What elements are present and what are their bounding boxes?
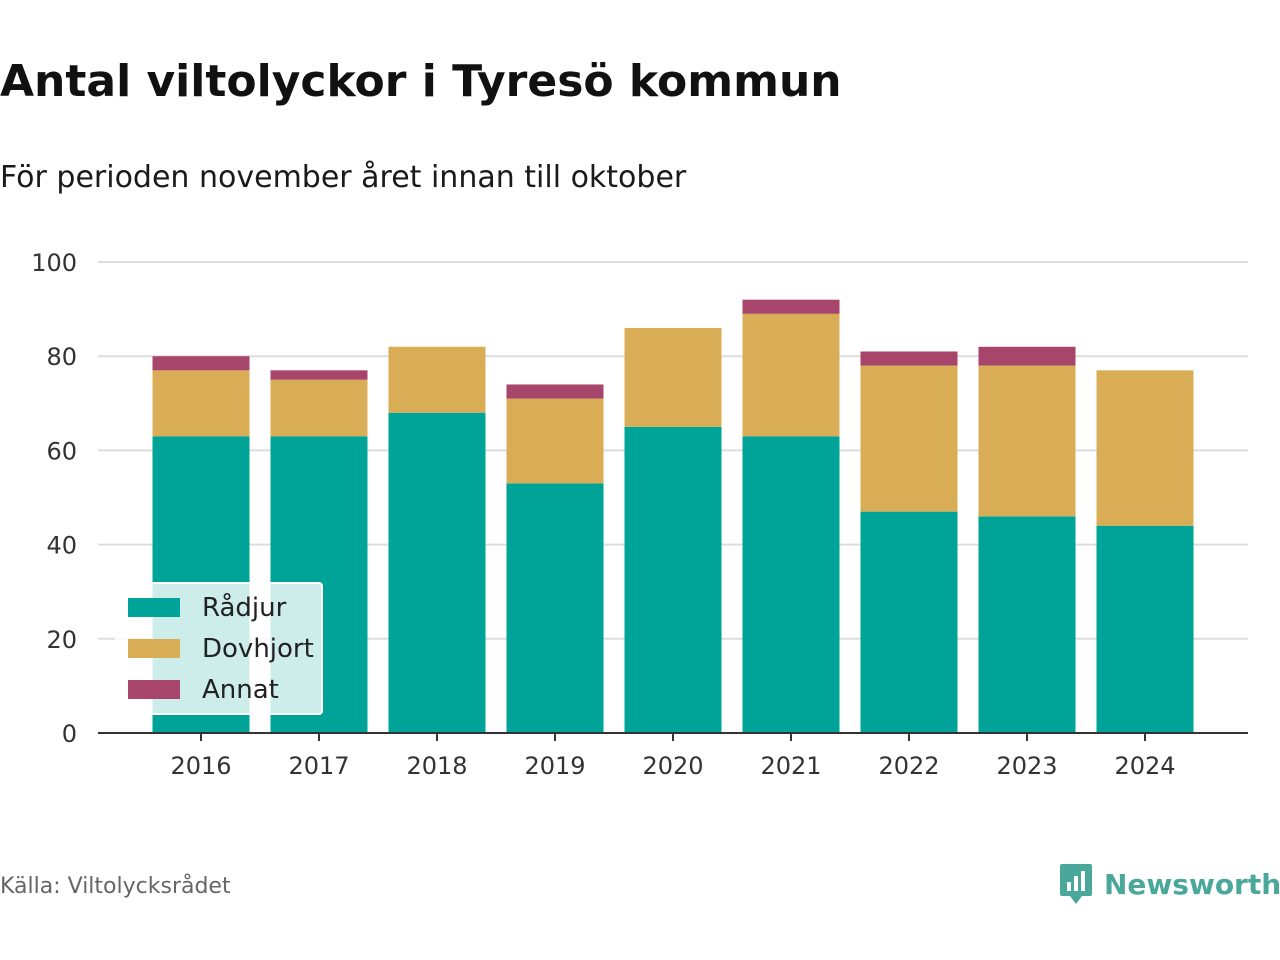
x-axis: 2016 2017 2018 2019 2020 2021 2022 2023 2024: [98, 732, 1248, 780]
bar-segment-dovhjort-2016: [152, 370, 250, 437]
x-tick-label: 2023: [996, 752, 1057, 780]
bar-segment-rådjur-2023: [978, 516, 1076, 733]
bar-segment-annat-2017: [270, 370, 368, 380]
bar-segment-dovhjort-2022: [860, 365, 958, 512]
bar-segment-annat-2021: [742, 299, 840, 314]
bar-segment-annat-2023: [978, 346, 1076, 366]
y-tick-label: 100: [31, 249, 77, 277]
brand-logo: Newsworthy: [1058, 862, 1280, 906]
bar-segment-dovhjort-2019: [506, 398, 604, 484]
y-tick-label: 60: [46, 437, 77, 465]
y-tick-label: 20: [46, 626, 77, 654]
y-tick-label: 40: [46, 532, 77, 560]
bar-segment-annat-2019: [506, 384, 604, 399]
bar-segment-rådjur-2018: [388, 412, 486, 733]
source-note: Källa: Viltolycksrådet: [0, 874, 231, 899]
bar-segment-rådjur-2019: [506, 483, 604, 733]
chart-title: Antal viltolyckor i Tyresö kommun: [0, 56, 842, 107]
brand-name: Newsworthy: [1104, 867, 1280, 901]
y-tick-label: 80: [46, 343, 77, 371]
bar-segment-dovhjort-2017: [270, 379, 368, 437]
x-tick-label: 2020: [642, 752, 703, 780]
y-tick-label: 0: [62, 720, 77, 748]
bar-segment-dovhjort-2021: [742, 313, 840, 437]
chart-subtitle: För perioden november året innan till ok…: [0, 160, 687, 195]
x-tick-label: 2019: [524, 752, 585, 780]
legend-swatch-dovhjort: [128, 639, 180, 658]
x-tick-label: 2017: [288, 752, 349, 780]
legend-label-annat: Annat: [202, 675, 279, 705]
newsworthy-logo-icon: [1060, 864, 1092, 904]
legend-label-dovhjort: Dovhjort: [202, 634, 314, 664]
bar-segment-dovhjort-2024: [1096, 370, 1194, 526]
bar-segment-rådjur-2021: [742, 436, 840, 733]
bar-segment-dovhjort-2023: [978, 365, 1076, 517]
bar-segment-dovhjort-2020: [624, 327, 722, 427]
bar-segment-dovhjort-2018: [388, 346, 486, 413]
bar-segment-annat-2022: [860, 351, 958, 366]
legend-swatch-annat: [128, 680, 180, 699]
bar-segment-annat-2016: [152, 356, 250, 371]
x-tick-label: 2018: [406, 752, 467, 780]
legend-swatch-rådjur: [128, 598, 180, 617]
legend: Rådjur Dovhjort Annat: [115, 582, 323, 715]
bar-segment-rådjur-2022: [860, 511, 958, 733]
x-tick-label: 2024: [1114, 752, 1175, 780]
x-tick-label: 2016: [170, 752, 231, 780]
y-axis-ticks: 0 20 40 60 80 100: [31, 249, 77, 748]
bar-segment-rådjur-2020: [624, 426, 722, 733]
legend-label-rådjur: Rådjur: [202, 592, 287, 623]
x-tick-label: 2022: [878, 752, 939, 780]
bar-segment-rådjur-2024: [1096, 525, 1194, 733]
x-tick-label: 2021: [760, 752, 821, 780]
